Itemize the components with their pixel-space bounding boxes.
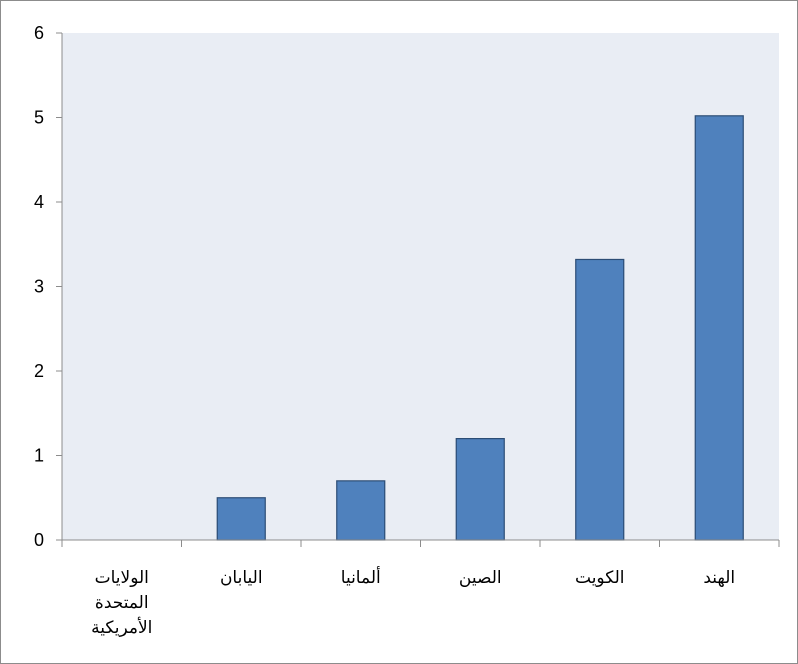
y-tick-label: 4 [34,192,44,212]
y-tick-label: 3 [34,277,44,297]
bar-2 [216,497,266,541]
bar-5 [575,258,625,541]
x-category-label: الهند [703,568,735,588]
y-tick-label: 1 [34,446,44,466]
bar-6 [694,115,744,541]
x-category-label: الكويت [575,568,625,588]
x-category-label: الصين [459,568,502,588]
y-tick-label: 2 [34,361,44,381]
x-category-label: اليابان [220,568,263,588]
y-tick-label: 5 [34,108,44,128]
bar-3 [336,480,386,541]
y-tick-label: 6 [34,23,44,43]
y-tick-label: 0 [34,530,44,550]
x-category-label: الولايات المتحدة الأمريكية [91,568,152,638]
x-category-label: ألمانيا [341,566,381,588]
bar-4 [455,438,505,541]
plot-area [62,33,779,540]
